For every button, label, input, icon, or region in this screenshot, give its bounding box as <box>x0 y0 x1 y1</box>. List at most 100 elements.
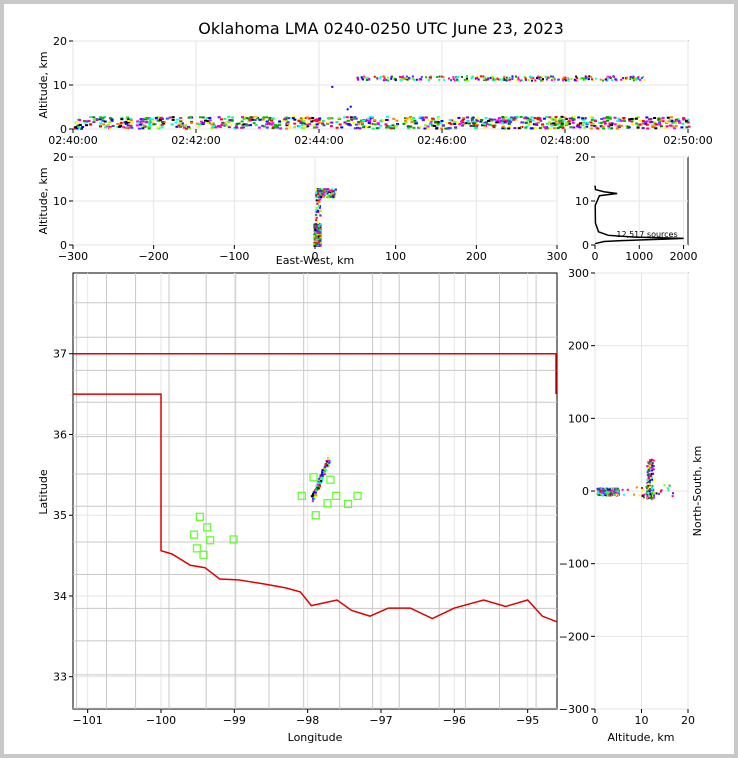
source-point <box>652 496 655 499</box>
source-point <box>443 78 446 81</box>
source-point <box>149 117 153 120</box>
source-point <box>319 481 322 484</box>
source-point <box>562 119 566 122</box>
source-point <box>368 117 372 120</box>
source-point <box>254 124 258 127</box>
source-point <box>592 79 595 82</box>
source-point <box>613 116 617 119</box>
y-tick-label: 36 <box>53 428 67 441</box>
source-point <box>368 119 372 122</box>
source-point <box>288 126 292 129</box>
source-point <box>390 75 393 78</box>
source-point <box>125 117 129 120</box>
source-point <box>615 493 618 496</box>
source-point <box>158 119 162 122</box>
source-point <box>668 484 671 487</box>
source-point <box>597 488 600 491</box>
source-point <box>332 192 335 195</box>
source-point <box>541 123 545 126</box>
source-point <box>609 124 613 127</box>
source-point <box>507 122 511 125</box>
source-point <box>437 117 441 120</box>
source-point <box>319 229 322 232</box>
source-point <box>286 122 290 125</box>
source-point <box>611 488 614 491</box>
source-point <box>76 124 80 127</box>
source-point <box>293 122 297 125</box>
source-point <box>496 119 500 122</box>
source-point <box>557 122 561 125</box>
source-point <box>517 78 520 81</box>
source-point <box>321 469 324 472</box>
source-point <box>315 216 318 219</box>
source-point <box>478 76 481 79</box>
source-point <box>668 118 672 121</box>
source-point <box>645 116 649 119</box>
source-point <box>629 75 632 78</box>
source-point <box>601 492 604 495</box>
source-point <box>527 123 531 126</box>
source-point <box>126 121 130 124</box>
source-point <box>393 125 397 128</box>
source-point <box>525 120 529 123</box>
source-point <box>438 78 441 81</box>
source-point <box>583 77 586 80</box>
source-point <box>636 116 640 119</box>
source-point <box>538 76 541 79</box>
source-point <box>346 119 350 122</box>
source-point <box>544 127 548 130</box>
source-point <box>421 116 425 119</box>
source-point <box>538 118 542 121</box>
source-point <box>413 119 417 122</box>
source-point <box>600 491 603 494</box>
source-point <box>138 123 142 126</box>
source-point <box>316 188 319 191</box>
source-point <box>161 120 165 123</box>
lma-station-marker <box>203 523 212 532</box>
source-point <box>652 480 655 483</box>
source-point <box>530 75 533 78</box>
source-point <box>121 124 125 127</box>
source-point <box>646 491 649 494</box>
source-point <box>317 480 320 483</box>
source-point <box>383 77 386 80</box>
source-point <box>357 78 360 81</box>
x-tick-label: −100 <box>146 714 176 727</box>
source-point <box>647 461 650 464</box>
source-point <box>129 122 133 125</box>
source-point <box>360 77 363 80</box>
source-point <box>139 118 143 121</box>
source-point <box>645 492 648 495</box>
source-point <box>663 484 666 487</box>
source-point <box>638 119 642 122</box>
source-point <box>524 116 528 119</box>
source-point <box>427 79 430 82</box>
source-point <box>612 75 615 78</box>
source-point <box>600 493 603 496</box>
source-point <box>539 119 543 122</box>
source-point <box>258 118 262 121</box>
source-point <box>503 77 506 80</box>
source-point <box>388 125 392 128</box>
histogram-panel: 0 1000 2000 0 10 20 12,517 sources <box>575 151 698 263</box>
source-point <box>148 122 152 125</box>
source-point <box>327 463 330 466</box>
x-tick-label: −98 <box>296 714 319 727</box>
chart-title: Oklahoma LMA 0240-0250 UTC June 23, 2023 <box>198 19 564 38</box>
source-point <box>318 189 321 192</box>
source-point <box>572 126 576 129</box>
source-point <box>682 117 686 120</box>
source-point <box>575 75 578 78</box>
source-point <box>206 121 210 124</box>
source-point <box>480 75 483 78</box>
source-point <box>335 121 339 124</box>
source-point <box>179 125 183 128</box>
source-point <box>532 123 536 126</box>
y-axis-label: Altitude, km <box>37 167 50 234</box>
source-point <box>442 76 445 79</box>
source-point <box>457 75 460 78</box>
source-point <box>104 126 108 129</box>
source-point <box>617 124 621 127</box>
source-point <box>450 119 454 122</box>
source-point <box>330 117 334 120</box>
